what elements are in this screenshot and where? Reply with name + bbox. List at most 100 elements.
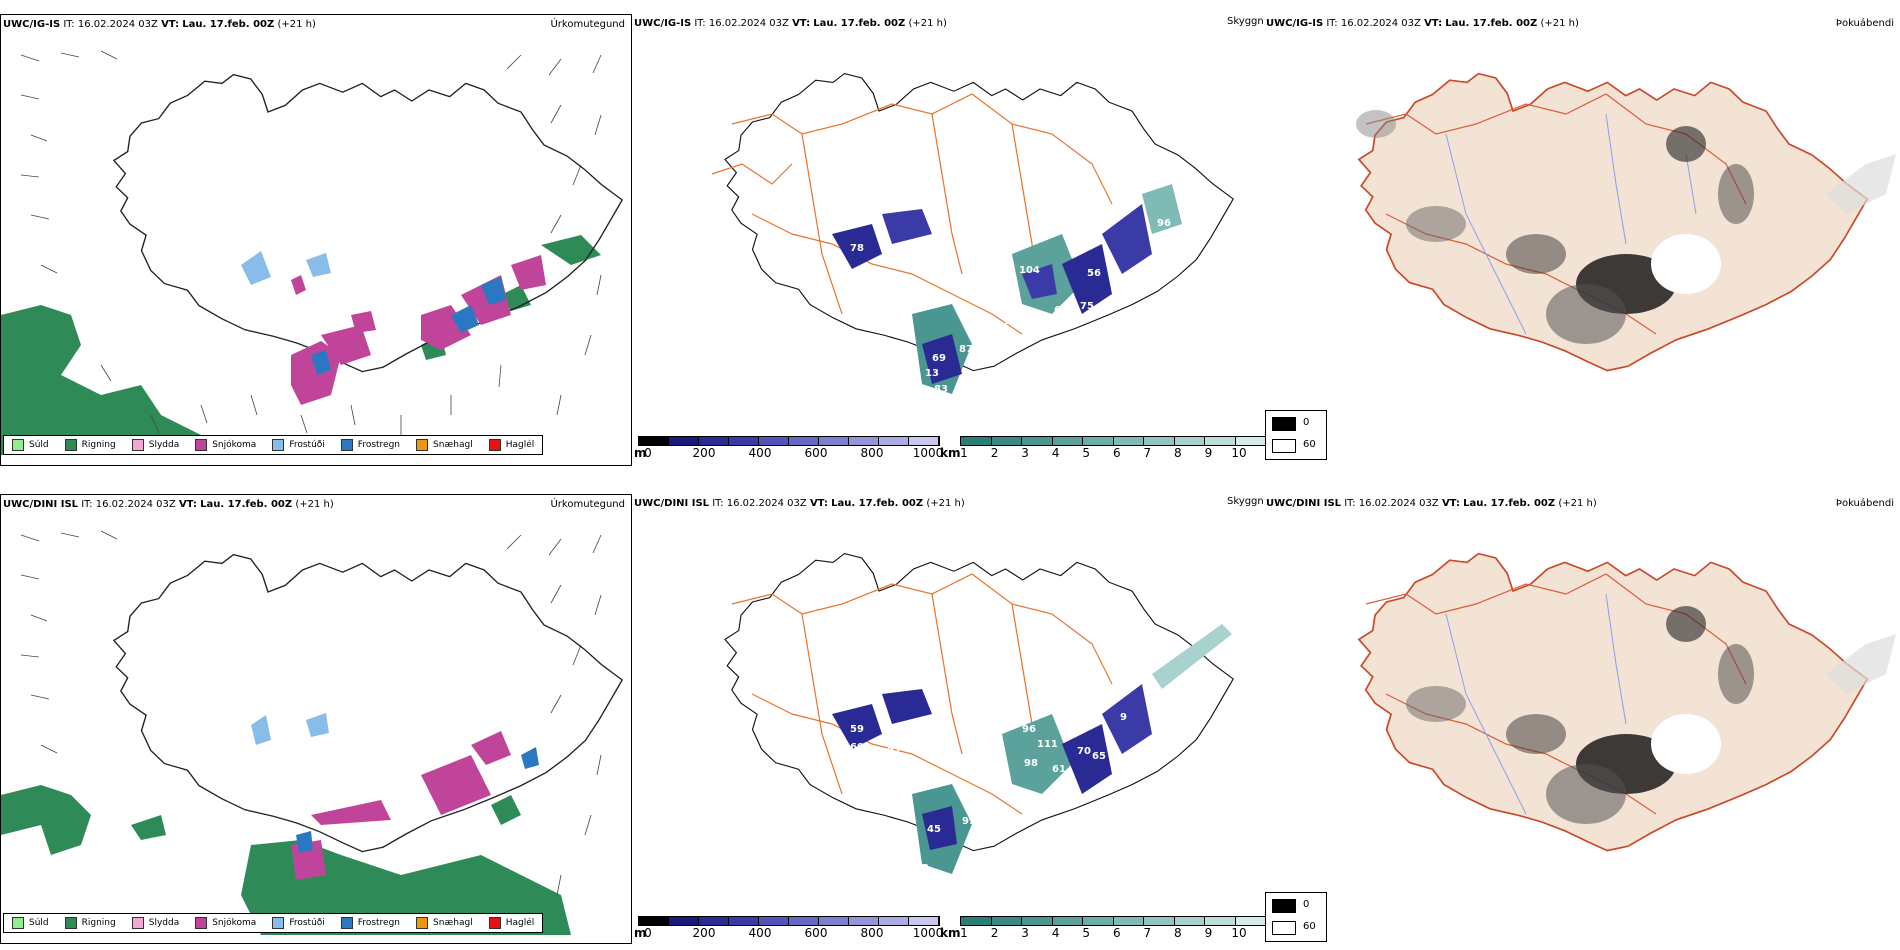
legend-label: Súld <box>29 918 49 928</box>
cloud-base-label: 87 <box>959 344 973 355</box>
legend-swatch <box>340 439 353 451</box>
colorbar-segment <box>961 437 992 445</box>
tick-label: 2 <box>990 926 999 940</box>
tick-label: 7 <box>1143 926 1152 940</box>
colorbar-segment <box>759 437 789 445</box>
legend-swatch <box>12 439 24 451</box>
visibility-colorbar-top <box>960 436 1267 446</box>
visibility-colorbar-bottom <box>960 916 1267 926</box>
freezing-drizzle-areas <box>251 713 329 745</box>
colorbar-segment <box>1144 917 1175 925</box>
legend-swatch <box>488 439 501 451</box>
precip-map-top <box>1 50 623 455</box>
precip-title-top: Úrkomutegund <box>550 19 625 30</box>
cloud-base-label: 78 <box>1164 232 1178 243</box>
colorbar-segment <box>1235 437 1266 445</box>
visibility-ticks-bottom: 1 2 3 4 5 6 7 8 9 10 <box>960 926 1246 940</box>
fog-legend-label: 60 <box>1303 439 1316 450</box>
colorbar-segment <box>879 917 909 925</box>
cloud-base-label: 59 <box>850 724 864 735</box>
tick-label: 2 <box>990 446 999 460</box>
tick-label: 600 <box>804 926 828 940</box>
colorbar-segment <box>729 437 759 445</box>
tick-label: 0 <box>644 926 652 940</box>
fog-header-top: UWC/IG-IS IT: 16.02.2024 03Z VT: Lau. 17… <box>1266 18 1579 29</box>
tick-label: 8 <box>1174 926 1182 940</box>
legend-swatch <box>488 917 501 929</box>
legend-label: Frostúði <box>289 440 325 450</box>
colorbar-segment <box>1083 917 1114 925</box>
legend-swatch <box>195 917 208 929</box>
colorbar-segment <box>699 917 729 925</box>
tick-label: 400 <box>748 926 772 940</box>
precip-map-bottom <box>1 530 623 935</box>
colorbar-segment <box>849 437 879 445</box>
low-cloud-areas <box>832 624 1232 874</box>
cloud-base-label: 56 <box>1087 268 1101 279</box>
colorbar-segment <box>991 917 1022 925</box>
cloud-base-label: 98 <box>1024 758 1038 769</box>
cloud-header-bottom: UWC/DINI ISL IT: 16.02.2024 03Z VT: Lau.… <box>634 498 965 509</box>
colorbar-segment <box>961 917 992 925</box>
legend-item: Snæhagl <box>416 439 473 451</box>
legend-item: Súld <box>12 439 49 451</box>
legend-item: Rigning <box>64 439 116 451</box>
cloud-base-label: 96 <box>1022 724 1036 735</box>
tick-label: 9 <box>1204 926 1213 940</box>
legend-swatch <box>131 439 144 451</box>
colorbar-segment <box>639 437 669 445</box>
legend-item: Haglél <box>488 917 534 929</box>
colorbar-segment <box>879 437 909 445</box>
fog-map-top <box>1356 72 1896 372</box>
colorbar-segment <box>1235 917 1266 925</box>
legend-label: Frostregn <box>357 918 401 928</box>
tick-label: 200 <box>692 446 716 460</box>
cloud-base-label: 70 <box>1077 746 1091 757</box>
fog-panel-top: UWC/IG-IS IT: 16.02.2024 03Z VT: Lau. 17… <box>1266 14 1900 464</box>
legend-item: Snjókoma <box>195 439 256 451</box>
fog-legend-label: 0 <box>1303 417 1310 428</box>
colorbar-segment <box>1113 437 1144 445</box>
legend-item: Slydda <box>131 917 180 929</box>
fog-legend-bottom: 0 60 <box>1265 892 1327 942</box>
cloud-base-label: 65 <box>1007 789 1021 800</box>
cloud-base-label: 65 <box>1092 751 1106 762</box>
colorbar-segment <box>991 437 1022 445</box>
fog-legend-label: 0 <box>1303 899 1310 910</box>
ceiling-unit-bottom: m <box>634 926 647 940</box>
snow-areas <box>291 255 546 405</box>
snow-areas <box>291 731 511 880</box>
legend-item: Frostregn <box>340 917 401 929</box>
legend-label: Haglél <box>505 440 535 450</box>
legend-item: Frostúði <box>272 917 325 929</box>
precip-panel-top: UWC/IG-IS IT: 16.02.2024 03Z VT: Lau. 17… <box>0 14 632 466</box>
fog-rivers <box>1445 113 1697 335</box>
precip-header-bottom: UWC/DINI ISL IT: 16.02.2024 03Z VT: Lau.… <box>3 499 334 510</box>
fog-shading <box>1356 110 1896 344</box>
legend-item: Frostregn <box>340 439 400 451</box>
ceiling-unit-top: m <box>634 446 647 460</box>
legend-swatch <box>340 917 353 929</box>
cloud-base-label: 75 <box>1080 301 1094 312</box>
legend-item: Rigning <box>64 917 116 929</box>
cloud-base-label: 78 <box>850 243 864 254</box>
tick-label: 7 <box>1143 446 1152 460</box>
cloud-base-label: 69 <box>932 353 946 364</box>
tick-label: 0 <box>644 446 652 460</box>
tick-label: 800 <box>860 446 884 460</box>
legend-label: Slydda <box>148 918 180 928</box>
cloud-base-label: 97 <box>887 746 901 757</box>
fog-legend-label: 60 <box>1303 921 1316 932</box>
fog-title-top: Þokuábendi <box>1835 18 1894 29</box>
cloud-base-label: 83 <box>1165 252 1179 263</box>
colorbar-segment <box>1052 437 1083 445</box>
cloud-base-label: 45 <box>927 824 941 835</box>
low-cloud-areas <box>832 184 1182 394</box>
fog-rivers <box>1445 593 1627 815</box>
fog-legend-swatch <box>1272 439 1296 453</box>
visibility-unit-bottom: km <box>940 926 961 940</box>
tick-label: 200 <box>692 926 716 940</box>
tick-label: 1000 <box>912 446 944 460</box>
